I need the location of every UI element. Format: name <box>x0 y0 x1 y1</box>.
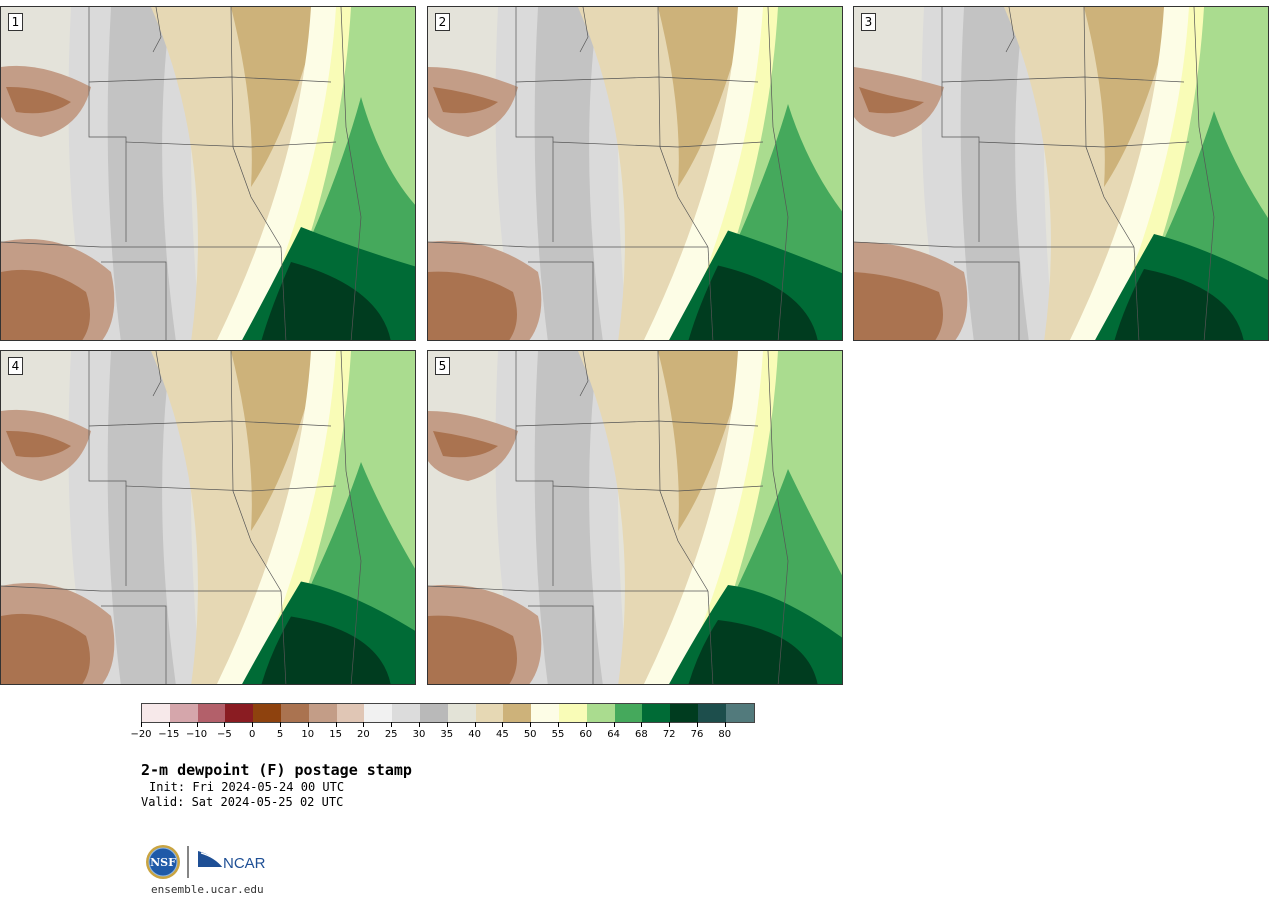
colorbar-tick-label: 20 <box>357 729 370 740</box>
colorbar-tick <box>196 722 198 727</box>
colorbar-segment <box>725 704 754 722</box>
colorbar-segment <box>447 704 476 722</box>
colorbar-tick-label: 68 <box>635 729 648 740</box>
valid-time: Valid: Sat 2024-05-25 02 UTC <box>141 795 344 809</box>
chart-title: 2-m dewpoint (F) postage stamp <box>141 761 412 779</box>
colorbar-tick <box>224 722 226 727</box>
colorbar-tick <box>474 722 476 727</box>
dewpoint-map-4 <box>1 351 415 684</box>
colorbar-tick-label: 60 <box>579 729 593 740</box>
colorbar-tick <box>419 722 420 727</box>
colorbar-tick <box>307 722 309 727</box>
colorbar-tick-label: 50 <box>523 729 537 740</box>
colorbar-segment <box>558 704 587 722</box>
colorbar-segment <box>531 704 559 722</box>
init-time: Init: Fri 2024-05-24 00 UTC <box>149 780 345 794</box>
ncar-logo-icon: NCAR <box>198 851 266 872</box>
colorbar-tick-label: 40 <box>468 729 481 740</box>
colorbar-tick <box>585 722 587 727</box>
colorbar-tick-label: 45 <box>496 729 509 740</box>
colorbar-tick-label: 55 <box>551 729 565 740</box>
colorbar-segment <box>364 704 393 722</box>
colorbar-tick-label: 64 <box>607 729 620 740</box>
colorbar-tick <box>530 722 532 727</box>
member-panel-1: 1 <box>0 6 416 341</box>
colorbar-tick <box>558 722 559 727</box>
member-label-5: 5 <box>435 357 450 375</box>
colorbar-tick-label: 76 <box>690 729 704 740</box>
colorbar-segment <box>475 704 504 722</box>
colorbar-segment <box>670 704 698 722</box>
member-label-3: 3 <box>861 13 876 31</box>
colorbar-tick <box>697 722 698 727</box>
colorbar-tick <box>335 722 337 727</box>
colorbar-tick <box>669 722 671 727</box>
dewpoint-map-1 <box>1 7 415 340</box>
colorbar-tick-label: −5 <box>217 729 232 740</box>
colorbar-tick-label: 10 <box>301 729 315 740</box>
colorbar-segment <box>419 704 448 722</box>
member-panel-5: 5 <box>427 350 843 685</box>
colorbar-tick <box>502 722 504 727</box>
colorbar-tick <box>724 722 726 727</box>
colorbar-segment <box>169 704 198 722</box>
dewpoint-map-2 <box>428 7 842 340</box>
logos: NSF NCAR <box>146 845 266 879</box>
colorbar-tick-label: −15 <box>158 729 180 740</box>
svg-text:NCAR: NCAR <box>223 855 266 872</box>
member-panel-2: 2 <box>427 6 843 341</box>
colorbar-segment <box>280 704 309 722</box>
colorbar-segment <box>308 704 337 722</box>
member-label-1: 1 <box>8 13 23 31</box>
member-label-4: 4 <box>8 357 23 375</box>
colorbar-tick <box>252 722 254 727</box>
colorbar-tick-label: 72 <box>662 729 676 740</box>
colorbar-tick <box>446 722 448 727</box>
colorbar-segment <box>503 704 532 722</box>
member-panel-4: 4 <box>0 350 416 685</box>
dewpoint-map-5 <box>428 351 842 684</box>
colorbar-tick-label: 5 <box>276 729 284 740</box>
colorbar-segment <box>614 704 643 722</box>
nsf-logo-icon: NSF <box>146 845 180 879</box>
colorbar-segment <box>142 704 170 722</box>
colorbar-ticks: −20 −15 −10 −5 0 5 10 15 20 25 30 35 40 45 50 55 60 64 68 7… <box>130 722 761 746</box>
colorbar-tick <box>613 722 615 727</box>
colorbar-tick-label: 25 <box>384 729 398 740</box>
colorbar-tick <box>391 722 393 727</box>
site-url: ensemble.ucar.edu <box>151 883 264 896</box>
colorbar-segment <box>586 704 615 722</box>
member-label-2: 2 <box>435 13 450 31</box>
colorbar-tick-label: 30 <box>412 729 426 740</box>
colorbar <box>141 703 755 723</box>
colorbar-segment <box>697 704 726 722</box>
svg-text:NSF: NSF <box>150 856 176 869</box>
colorbar-tick-label: 35 <box>440 729 454 740</box>
colorbar-tick-label: −20 <box>130 729 152 740</box>
colorbar-tick <box>141 722 142 727</box>
colorbar-tick-label: −10 <box>186 729 208 740</box>
member-panel-3: 3 <box>853 6 1269 341</box>
colorbar-tick-label: 15 <box>329 729 342 740</box>
colorbar-tick <box>363 722 365 727</box>
colorbar-segment <box>197 704 226 722</box>
colorbar-tick <box>280 722 281 727</box>
colorbar-tick-label: 80 <box>718 729 732 740</box>
dewpoint-map-3 <box>854 7 1268 340</box>
colorbar-segment <box>225 704 254 722</box>
colorbar-tick <box>168 722 170 727</box>
colorbar-segment <box>336 704 365 722</box>
colorbar-tick-label: 0 <box>249 729 256 740</box>
colorbar-segment <box>253 704 281 722</box>
colorbar-segment <box>642 704 671 722</box>
colorbar-tick <box>641 722 643 727</box>
colorbar-segment <box>392 704 420 722</box>
